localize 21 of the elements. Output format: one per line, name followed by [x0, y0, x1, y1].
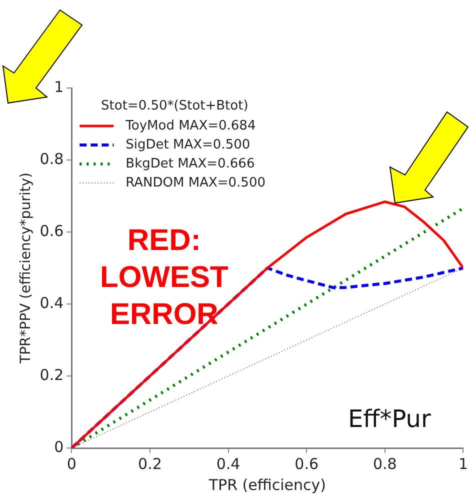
x-tick-label: 1 — [458, 454, 468, 473]
legend-label: RANDOM MAX=0.500 — [126, 175, 266, 190]
annotation: RED: LOWEST ERROR — [100, 223, 228, 333]
y-tick-label: 0.4 — [40, 294, 64, 312]
legend-label: BkgDet MAX=0.666 — [126, 156, 255, 172]
x-tick-label: 0.2 — [138, 454, 162, 473]
legend-label: SigDet MAX=0.500 — [126, 137, 250, 152]
legend-title: Stot=0.50*(Stot+Btot) — [101, 98, 248, 114]
x-axis-title: TPR (efficiency) — [208, 476, 326, 494]
y-tick-label: 0.8 — [40, 150, 64, 168]
x-tick-label: 0.4 — [216, 454, 240, 473]
y-tick-label: 0.2 — [40, 366, 64, 384]
x-tick-label: 0.6 — [294, 454, 319, 473]
legend-label: ToyMod MAX=0.684 — [124, 118, 256, 134]
x-tick-label: 0 — [66, 454, 76, 473]
y-tick-label: 0.6 — [40, 222, 64, 240]
annotation: Eff*Pur — [348, 405, 431, 433]
y-axis-title: TPR*PPV (efficiency*purity) — [18, 172, 34, 364]
y-tick-label: 1 — [54, 78, 64, 96]
x-tick-label: 0.8 — [372, 454, 397, 473]
y-tick-label: 0 — [54, 438, 64, 456]
